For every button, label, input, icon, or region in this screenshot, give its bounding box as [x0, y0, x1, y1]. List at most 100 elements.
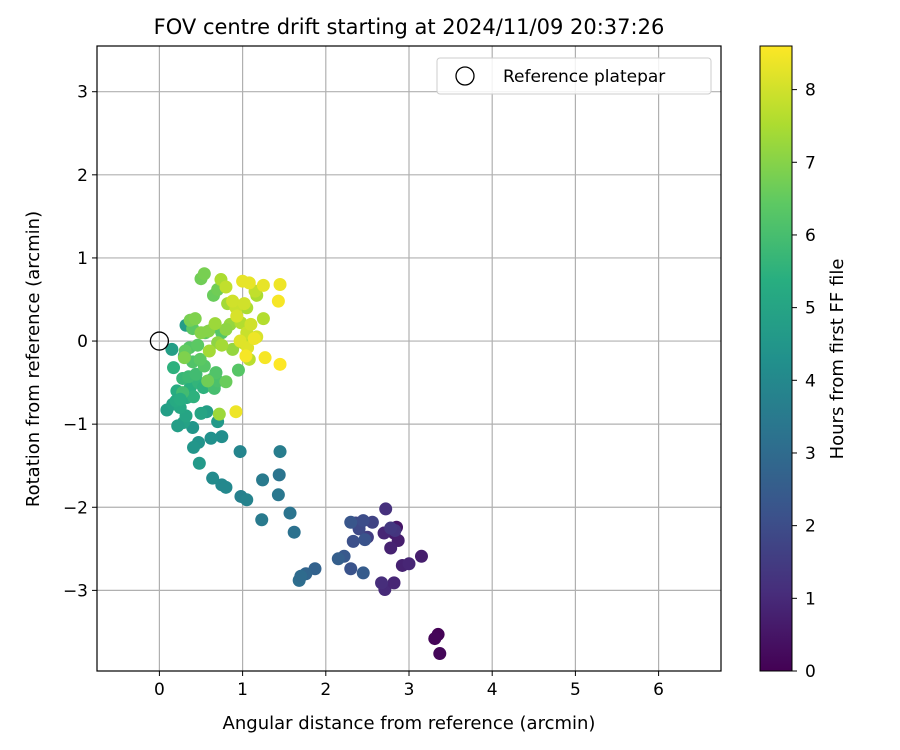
data-point [187, 440, 201, 454]
data-point [414, 549, 428, 563]
y-axis-label: Rotation from reference (arcmin) [23, 211, 44, 507]
colorbar-label: Hours from first FF file [827, 259, 848, 460]
data-point [194, 406, 208, 420]
data-point [346, 534, 360, 548]
data-point [219, 375, 233, 389]
data-point [208, 317, 222, 331]
colorbar-tick-label: 5 [805, 299, 816, 319]
data-point [358, 533, 372, 547]
colorbar-tick-label: 6 [805, 226, 816, 246]
data-point [272, 468, 286, 482]
x-tick-label: 6 [653, 680, 664, 700]
data-point [273, 357, 287, 371]
chart-title: FOV centre drift starting at 2024/11/09 … [154, 15, 665, 39]
data-point [271, 294, 285, 308]
data-point [202, 344, 216, 358]
data-point [387, 576, 401, 590]
data-point [283, 506, 297, 520]
data-point [215, 338, 229, 352]
data-point [177, 351, 191, 365]
data-point [256, 278, 270, 292]
data-point [356, 566, 370, 580]
colorbar-tick-label: 7 [805, 153, 816, 173]
legend-marker [455, 66, 475, 86]
data-point [219, 280, 233, 294]
data-point [379, 502, 393, 516]
colorbar-tick-label: 1 [805, 589, 816, 609]
data-point [167, 361, 181, 375]
data-point [256, 312, 270, 326]
data-point [212, 407, 226, 421]
data-point [273, 445, 287, 459]
x-tick-label: 5 [570, 680, 581, 700]
data-point [239, 349, 253, 363]
data-point [344, 515, 358, 529]
data-point [331, 552, 345, 566]
legend: Reference platepar [436, 57, 712, 95]
colorbar-tick-label: 8 [805, 81, 816, 101]
colorbar-tick-label: 2 [805, 517, 816, 537]
data-point [187, 390, 201, 404]
x-tick-label: 3 [404, 680, 415, 700]
data-point [226, 342, 240, 356]
data-point [197, 267, 211, 281]
data-point [204, 431, 218, 445]
data-point [237, 297, 251, 311]
data-point [273, 278, 287, 292]
data-point [206, 471, 220, 485]
y-tick-label: 2 [77, 166, 88, 186]
data-point [226, 294, 240, 308]
x-axis: 0 1 2 3 4 5 6 [154, 671, 664, 700]
x-axis-label: Angular distance from reference (arcmin) [223, 713, 596, 734]
x-tick-label: 2 [320, 680, 331, 700]
y-tick-label: 1 [77, 249, 88, 269]
y-tick-label: −1 [63, 415, 88, 435]
colorbar-tick-label: 3 [805, 444, 816, 464]
data-point [294, 569, 308, 583]
data-point [230, 309, 244, 323]
data-point [244, 317, 258, 331]
colorbar-tick-label: 4 [805, 371, 816, 391]
data-point [287, 525, 301, 539]
reference-marker [149, 331, 170, 351]
data-point [171, 419, 185, 433]
data-point [201, 374, 215, 388]
data-point [428, 632, 442, 646]
data-point [258, 351, 272, 365]
data-point [384, 521, 398, 535]
data-point [375, 576, 389, 590]
y-axis: 3 2 1 0 −1 −2 −3 [63, 83, 97, 601]
data-point [192, 456, 206, 470]
data-point [236, 274, 250, 288]
data-point [271, 488, 285, 502]
data-point [219, 322, 233, 336]
data-point [231, 363, 245, 377]
points-layer [149, 267, 447, 661]
data-point [173, 392, 187, 406]
legend-label: Reference platepar [503, 67, 665, 87]
data-point [219, 480, 233, 494]
data-point [165, 342, 179, 356]
colorbar: 0 1 2 3 4 5 6 7 8 Hours from first FF file [759, 45, 848, 682]
legend-box [436, 57, 712, 95]
data-point [255, 513, 269, 527]
data-point [193, 352, 207, 366]
data-point [433, 647, 447, 661]
y-tick-label: −3 [63, 581, 88, 601]
data-point [402, 557, 416, 571]
data-point [209, 366, 223, 380]
x-tick-label: 4 [487, 680, 498, 700]
data-point [356, 514, 370, 528]
data-point [240, 493, 254, 507]
data-point [215, 430, 229, 444]
colorbar-tick-label: 0 [805, 662, 816, 682]
data-point [191, 338, 205, 352]
data-point [247, 332, 261, 346]
data-point [188, 312, 202, 326]
colorbar-gradient [759, 45, 793, 672]
data-point [344, 562, 358, 576]
x-tick-label: 1 [237, 680, 248, 700]
x-tick-label: 0 [154, 680, 165, 700]
y-tick-label: 0 [77, 332, 88, 352]
